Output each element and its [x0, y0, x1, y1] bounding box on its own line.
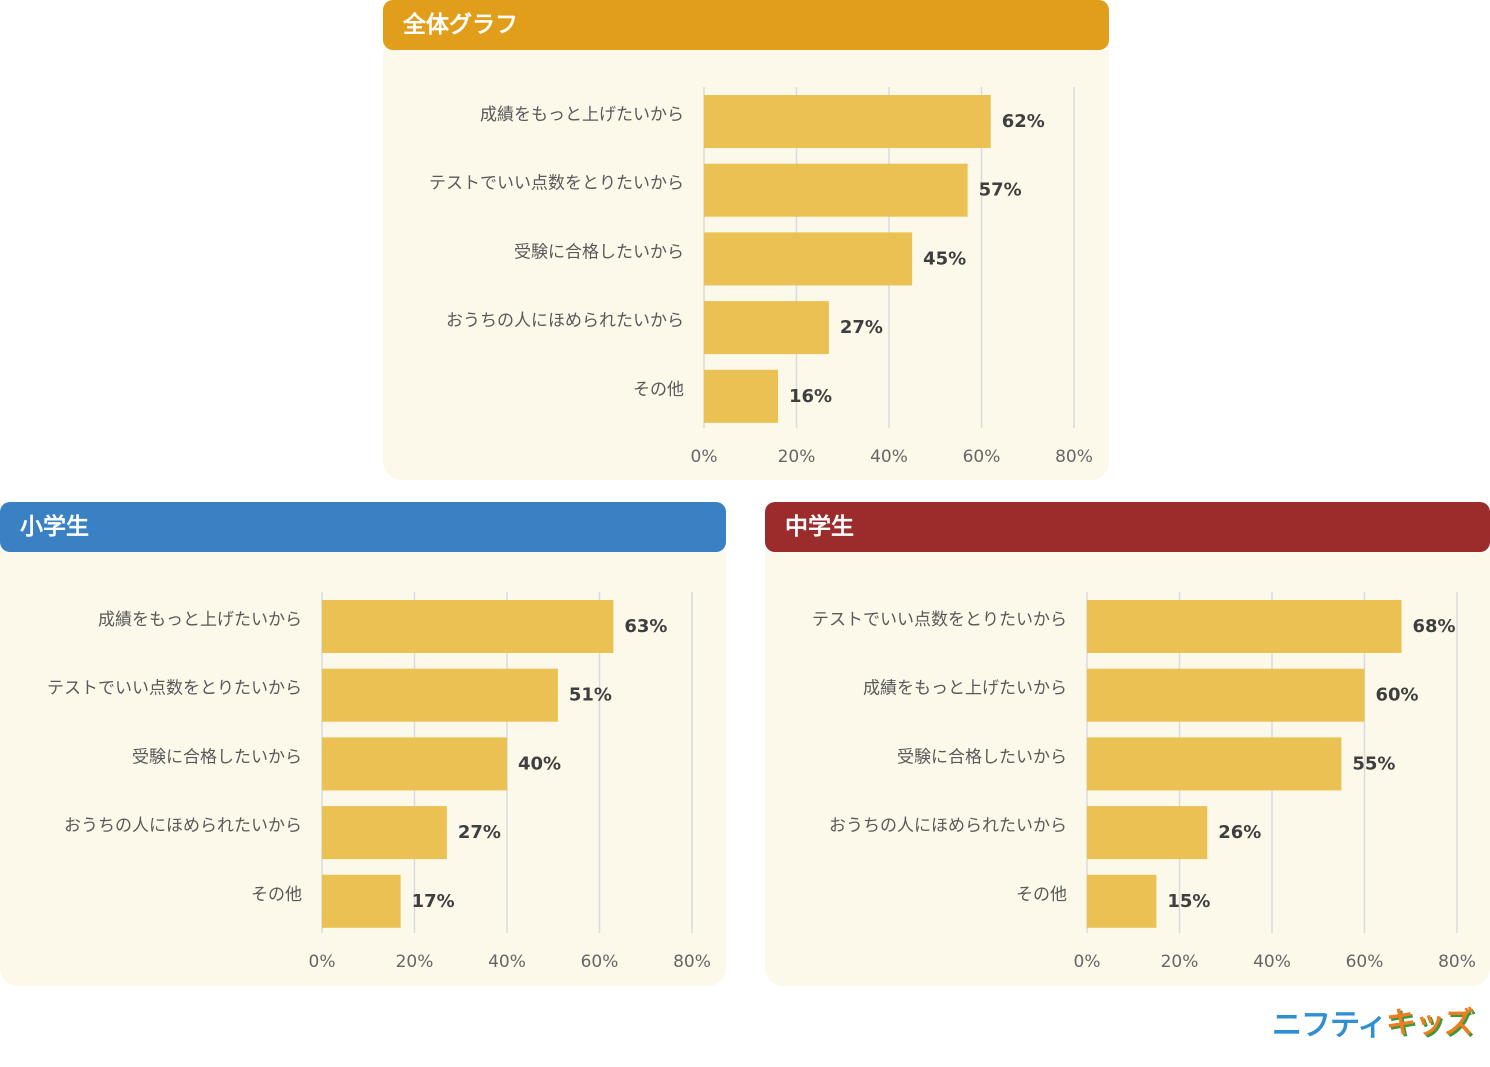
category-label: テストでいい点数をとりたいから [47, 679, 302, 699]
chart-title: 全体グラフ [383, 0, 1109, 50]
data-label: 17% [412, 891, 455, 912]
category-label: その他 [633, 380, 684, 400]
data-label: 68% [1413, 616, 1456, 637]
category-label: 成績をもっと上げたいから [863, 679, 1067, 699]
x-tick-label: 0% [691, 447, 718, 467]
bar [704, 95, 991, 148]
data-label: 60% [1376, 685, 1419, 706]
bar-chart: 0% 20% 40% 60% 80% 成績をもっと上げたいから 63% テストでいい点数をとり… [47, 592, 711, 972]
bar [704, 163, 968, 217]
nifty-kids-logo: ニフティ キッズ [1272, 996, 1480, 1043]
junior-high-chart-panel: 中学生 0% 20% 40% 60% 80% テストでいい点数をとりたいから 68% 成績をも… [765, 502, 1490, 986]
category-label: テストでいい点数をとりたいから [429, 174, 684, 194]
x-tick-label: 80% [1438, 952, 1476, 972]
category-label: 受験に合格したいから [514, 242, 684, 262]
bar-chart: 0% 20% 40% 60% 80% 成績をもっと上げたいから 62% テストでいい点数をとり… [429, 87, 1093, 467]
x-tick-label: 60% [963, 447, 1001, 467]
bar [1087, 600, 1402, 653]
elementary-chart-panel: 小学生 0% 20% 40% 60% 80% 成績をもっと上げたいから 63% テストでいい点… [0, 502, 726, 986]
x-tick-label: 60% [581, 952, 619, 972]
bar [322, 737, 507, 791]
bar [704, 369, 778, 423]
category-label: テストでいい点数をとりたいから [812, 610, 1067, 630]
x-tick-label: 0% [1074, 952, 1101, 972]
bar [1087, 806, 1208, 860]
bar [1087, 668, 1365, 722]
bar [322, 806, 447, 860]
data-label: 63% [624, 616, 667, 637]
x-tick-label: 60% [1346, 952, 1384, 972]
x-tick-label: 40% [1253, 952, 1291, 972]
data-label: 45% [923, 248, 966, 269]
x-tick-label: 40% [870, 447, 908, 467]
bar [322, 600, 614, 653]
logo-text-nifty: ニフティ [1272, 1008, 1387, 1043]
chart-title: 小学生 [0, 502, 726, 552]
data-label: 26% [1218, 822, 1261, 843]
bar [1087, 737, 1342, 791]
category-label: おうちの人にほめられたいから [64, 816, 302, 836]
x-tick-label: 80% [673, 952, 711, 972]
data-label: 57% [979, 180, 1022, 201]
data-label: 16% [789, 386, 832, 407]
category-label: 成績をもっと上げたいから [480, 105, 684, 125]
category-label: おうちの人にほめられたいから [829, 816, 1067, 836]
chart-title: 中学生 [765, 502, 1490, 552]
category-label: 受験に合格したいから [897, 747, 1067, 767]
data-label: 15% [1167, 891, 1210, 912]
overall-chart-panel: 全体グラフ 0% 20% 40% 60% 80% 成績をもっと上げたいから 62% テストでい… [383, 0, 1109, 480]
data-label: 27% [458, 822, 501, 843]
bar [1087, 874, 1157, 928]
x-tick-label: 80% [1055, 447, 1093, 467]
bar-chart: 0% 20% 40% 60% 80% テストでいい点数をとりたいから 68% 成績をもっと上げ… [812, 592, 1476, 972]
x-tick-label: 20% [778, 447, 816, 467]
data-label: 55% [1352, 753, 1395, 774]
data-label: 62% [1002, 111, 1045, 132]
logo-text-kids: キッズ [1386, 1006, 1474, 1041]
x-tick-label: 0% [309, 952, 336, 972]
category-label: その他 [251, 885, 302, 905]
category-label: 受験に合格したいから [132, 747, 302, 767]
data-label: 27% [840, 317, 883, 338]
data-label: 51% [569, 685, 612, 706]
category-label: おうちの人にほめられたいから [446, 311, 684, 331]
bar [322, 874, 401, 928]
category-label: 成績をもっと上げたいから [98, 610, 302, 630]
x-tick-label: 40% [488, 952, 526, 972]
category-label: その他 [1016, 885, 1067, 905]
bar [704, 301, 829, 355]
data-label: 40% [518, 753, 561, 774]
bar [704, 232, 913, 286]
bar [322, 668, 558, 722]
x-tick-label: 20% [396, 952, 434, 972]
x-tick-label: 20% [1161, 952, 1199, 972]
